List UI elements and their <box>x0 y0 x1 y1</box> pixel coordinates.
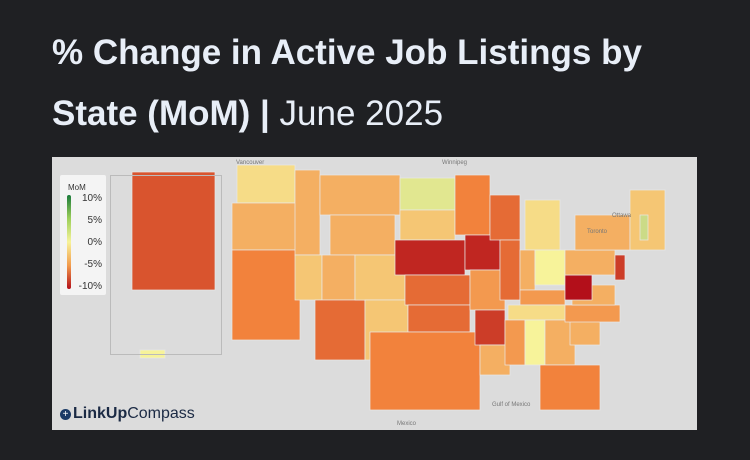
state-SC[interactable] <box>569 319 601 346</box>
logo-light: Compass <box>127 405 195 422</box>
state-WV[interactable] <box>564 274 593 301</box>
state-WA[interactable] <box>236 164 296 204</box>
state-KS[interactable] <box>404 274 471 306</box>
legend-gradient <box>67 195 71 289</box>
legend-tick: 5% <box>87 215 102 226</box>
state-PA[interactable] <box>564 249 616 276</box>
state-IL[interactable] <box>499 239 521 301</box>
place-label: Ottawa <box>612 213 632 219</box>
state-MI[interactable] <box>524 199 561 251</box>
state-FL[interactable] <box>539 364 601 411</box>
alaska-hawaii-inset <box>110 175 222 355</box>
state-UT[interactable] <box>321 254 356 301</box>
state-WI[interactable] <box>489 194 521 241</box>
state-ND[interactable] <box>399 177 456 211</box>
state-OR[interactable] <box>231 202 301 251</box>
choropleth-map[interactable]: Vancouver Winnipeg Ottawa Toronto Gulf o… <box>52 157 697 430</box>
state-IN[interactable] <box>519 249 536 291</box>
legend-tick: -5% <box>84 259 102 270</box>
state-OK[interactable] <box>407 304 471 333</box>
legend-tick: 10% <box>81 193 102 204</box>
title-date: June 2025 <box>269 94 444 133</box>
page-title: % Change in Active Job Listings by State… <box>52 22 732 144</box>
legend-tick: 0% <box>87 237 102 248</box>
place-label: Toronto <box>587 229 608 235</box>
state-CA[interactable] <box>231 249 301 341</box>
state-SD[interactable] <box>399 209 456 241</box>
state-shapes <box>131 164 666 411</box>
state-NE[interactable] <box>394 239 466 276</box>
state-AZ[interactable] <box>314 299 366 361</box>
state-AK[interactable] <box>131 171 216 291</box>
state-AL[interactable] <box>524 319 546 366</box>
state-NY[interactable] <box>574 214 631 251</box>
place-label: Winnipeg <box>442 160 468 166</box>
linkup-compass-logo: + LinkUpCompass <box>60 405 195 423</box>
logo-bold: LinkUp <box>73 405 128 422</box>
legend-tick: -10% <box>78 281 102 292</box>
state-NC[interactable] <box>564 304 621 323</box>
place-label: Vancouver <box>236 160 265 166</box>
legend-title: MoM <box>68 183 86 192</box>
state-MO[interactable] <box>469 269 506 311</box>
color-legend: MoM 10% 5% 0% -5% -10% <box>60 175 106 295</box>
state-MT[interactable] <box>319 174 401 216</box>
state-WY[interactable] <box>329 214 396 256</box>
state-MS[interactable] <box>504 319 526 366</box>
title-main: % Change in Active Job Listings by State… <box>52 33 642 133</box>
state-VT[interactable] <box>639 214 649 241</box>
state-KY[interactable] <box>519 289 566 306</box>
state-ID[interactable] <box>294 169 321 256</box>
state-NJ[interactable] <box>614 254 626 281</box>
state-MN[interactable] <box>454 174 491 236</box>
plus-icon: + <box>60 409 71 420</box>
place-label: Gulf of Mexico <box>492 402 531 408</box>
state-NV[interactable] <box>294 254 323 301</box>
state-TX[interactable] <box>369 331 481 411</box>
state-AR[interactable] <box>474 309 506 346</box>
state-OH[interactable] <box>534 249 566 286</box>
place-label: Mexico <box>397 421 417 427</box>
